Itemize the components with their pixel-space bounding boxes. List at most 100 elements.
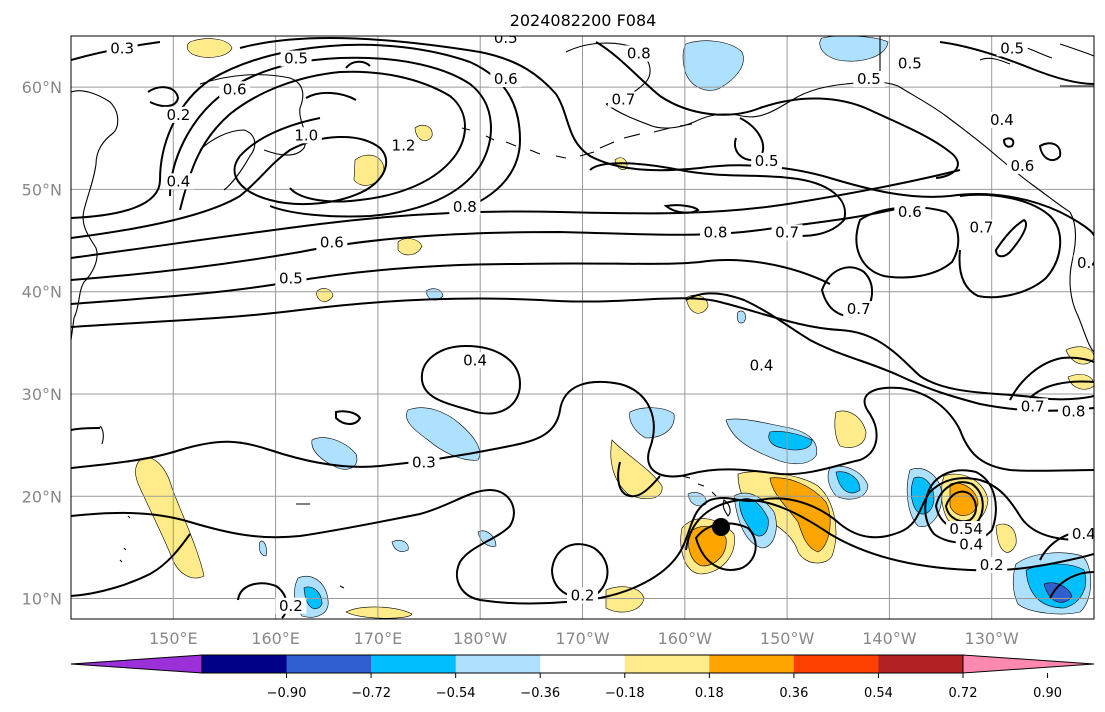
contour-line bbox=[820, 266, 873, 318]
contour-line bbox=[994, 218, 1028, 258]
contour-label: 0.8 bbox=[704, 223, 728, 241]
contour-line bbox=[685, 498, 1094, 572]
contour-label: 0.4 bbox=[959, 535, 983, 553]
contour-label-bg bbox=[976, 556, 1008, 573]
latitude-tick-label: 50°N bbox=[22, 180, 62, 199]
contour-label-bg bbox=[490, 71, 522, 88]
longitude-tick-label: 180°W bbox=[453, 629, 508, 648]
colorbar: −0.90 −0.72 −0.54 −0.36 −0.18 0.18 0.36 0.54 0.7… bbox=[70, 654, 1095, 701]
contour-label: 0.4 bbox=[166, 172, 190, 190]
contour-label: 0.5 bbox=[898, 55, 922, 73]
colorbar-segment bbox=[455, 655, 541, 673]
shaded-patch bbox=[303, 586, 323, 610]
shaded-patch bbox=[910, 476, 935, 515]
contour-label-bg bbox=[607, 91, 639, 108]
contour-label: 0.5 bbox=[279, 269, 303, 287]
shaded-patch bbox=[605, 586, 645, 613]
contour-label: 0.2 bbox=[980, 556, 1004, 574]
contour-label: 0.6 bbox=[898, 203, 922, 221]
contour-label: 0.5 bbox=[284, 50, 308, 68]
shaded-patch bbox=[949, 482, 979, 516]
contour-label: 0.4 bbox=[463, 351, 487, 369]
latitude-labels: 10°N 20°N 30°N 40°N 50°N 60°N bbox=[22, 78, 62, 608]
coastline-kamchatka bbox=[199, 129, 256, 191]
contour-label: 0.7 bbox=[847, 300, 871, 318]
contour-label-bg bbox=[275, 270, 307, 287]
latitude-tick-label: 20°N bbox=[22, 487, 62, 506]
contour-label-bg bbox=[1073, 255, 1094, 272]
contour-label: 0.5 bbox=[857, 70, 881, 88]
longitude-tick-label: 160°E bbox=[251, 629, 300, 648]
contour-label-bg bbox=[699, 224, 731, 241]
shaded-patch bbox=[768, 431, 813, 451]
shaded-patch bbox=[345, 606, 413, 619]
colorbar-tick-label: −0.18 bbox=[605, 686, 645, 701]
contour-line bbox=[589, 162, 847, 237]
shaded-patch bbox=[610, 439, 663, 499]
shaded-patch bbox=[834, 410, 867, 448]
contour-line bbox=[617, 461, 661, 498]
contour-label-bg bbox=[1017, 398, 1049, 415]
contour-label-bg bbox=[996, 40, 1028, 57]
map-plot-area: 0.3 0.5 0.6 0.2 0.4 1.0 1.2 0.5 0.6 0.8 0.7 0.5 0.5 0… bbox=[70, 29, 1095, 620]
longitude-tick-label: 160°W bbox=[658, 629, 713, 648]
contour-label: 0.5 bbox=[1000, 39, 1024, 57]
contour-label-bg bbox=[853, 71, 885, 88]
colorbar-segment bbox=[286, 655, 372, 673]
contour-line bbox=[939, 41, 1094, 85]
colorbar-frame bbox=[201, 654, 964, 674]
contour-label: 0.7 bbox=[1021, 397, 1045, 415]
contour-line bbox=[305, 92, 357, 101]
contour-label: 0.6 bbox=[223, 80, 247, 98]
contour-label: 0.4 bbox=[990, 111, 1014, 129]
contour-line bbox=[1029, 380, 1094, 399]
contour-label: 0.6 bbox=[320, 234, 344, 252]
contour-line bbox=[345, 60, 371, 69]
shaded-patch bbox=[995, 523, 1017, 553]
figure-title: 2024082200 F084 bbox=[510, 11, 657, 30]
contour-label: 0.5 bbox=[494, 29, 518, 47]
colorbar-tick-label: 0.36 bbox=[779, 686, 808, 701]
contour-line bbox=[1038, 142, 1062, 162]
contour-line bbox=[420, 344, 522, 415]
contour-label: 0.5 bbox=[755, 152, 779, 170]
contour-label: 0.6 bbox=[494, 70, 518, 88]
colorbar-tick-label: 0.18 bbox=[695, 686, 724, 701]
contour-label: 0.4 bbox=[750, 356, 774, 374]
contour-label: 0.2 bbox=[166, 106, 190, 124]
shaded-patch bbox=[739, 498, 769, 537]
contour-line bbox=[71, 117, 388, 239]
contour-line bbox=[924, 469, 997, 544]
contour-label-bg bbox=[1068, 526, 1094, 543]
contour-label-bg bbox=[894, 203, 926, 220]
contour-label-bg bbox=[986, 111, 1018, 128]
contour-line bbox=[179, 70, 466, 211]
contour-line bbox=[550, 543, 609, 599]
contour-line bbox=[239, 36, 701, 172]
shaded-patch bbox=[414, 124, 433, 141]
coastlines bbox=[71, 36, 1094, 589]
shaded-patch bbox=[186, 38, 233, 58]
contour-label-bg bbox=[162, 173, 194, 190]
shaded-patch bbox=[477, 530, 497, 547]
contour-label: 0.7 bbox=[775, 223, 799, 241]
contour-label: 0.7 bbox=[611, 90, 635, 108]
shaded-patch bbox=[258, 540, 267, 557]
contour-line bbox=[71, 380, 1094, 478]
contour-label: 0.8 bbox=[627, 44, 651, 62]
contour-label-bg bbox=[219, 81, 251, 98]
colorbar-segment bbox=[624, 655, 710, 673]
contour-label-bg bbox=[1058, 403, 1090, 420]
contour-label: 0.3 bbox=[110, 39, 134, 57]
contour-label: 0.6 bbox=[1010, 157, 1034, 175]
contour-label-bg bbox=[946, 521, 987, 538]
contour-line bbox=[71, 477, 1094, 605]
contour-label-bg bbox=[106, 40, 138, 57]
longitude-tick-label: 150°W bbox=[760, 629, 815, 648]
colorbar-min-extension bbox=[70, 654, 203, 674]
contour-line bbox=[71, 169, 961, 259]
coastline-islands bbox=[99, 425, 345, 589]
contour-line bbox=[1009, 356, 1094, 401]
contour-label: 0.2 bbox=[571, 587, 595, 605]
shaded-patch bbox=[406, 407, 480, 461]
